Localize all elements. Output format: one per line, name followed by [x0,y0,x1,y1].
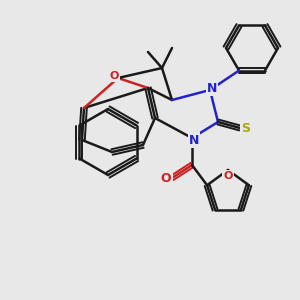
Text: O: O [161,172,171,184]
Text: N: N [207,82,217,94]
Text: S: S [242,122,250,134]
Text: N: N [189,134,199,146]
Text: O: O [223,171,233,181]
Text: O: O [109,71,119,81]
